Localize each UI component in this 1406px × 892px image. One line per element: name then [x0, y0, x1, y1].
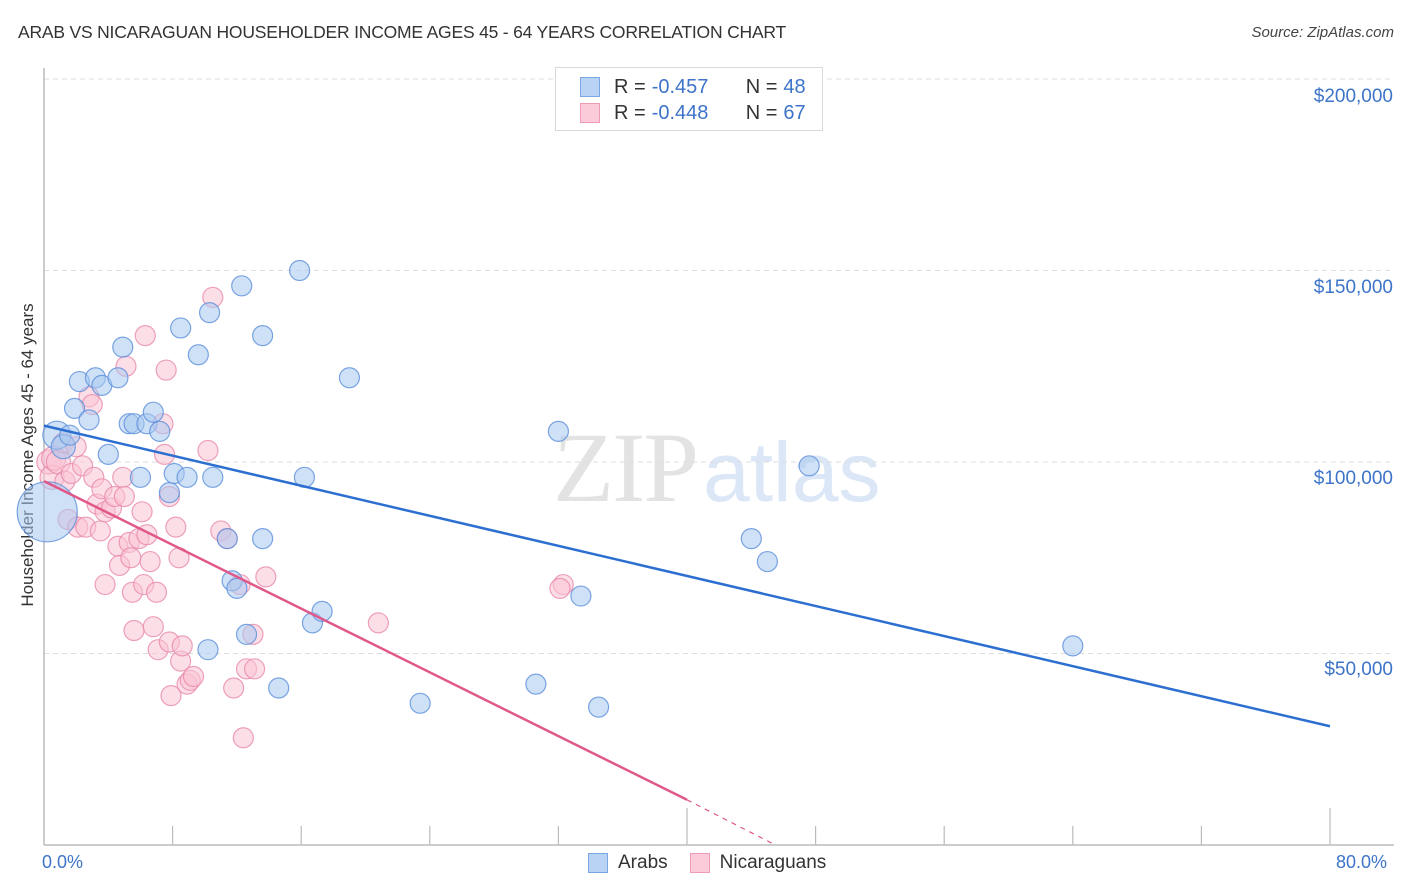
data-point: [78, 409, 100, 431]
data-point: [123, 619, 145, 642]
data-point: [235, 623, 258, 645]
stats-legend: R = -0.457 N = 48 R = -0.448 N = 67: [555, 67, 823, 131]
data-point: [16, 481, 78, 543]
data-point: [94, 573, 116, 596]
chart-title: ARAB VS NICARAGUAN HOUSEHOLDER INCOME AG…: [18, 22, 787, 42]
arabs-swatch: [580, 77, 600, 97]
data-point: [112, 336, 134, 358]
data-point: [226, 577, 248, 599]
nicaraguans-n-value: 67: [783, 101, 806, 124]
data-point: [367, 612, 389, 634]
y-tick-100k: $100,000: [1313, 468, 1393, 489]
stats-row-arabs: R = -0.457 N = 48: [580, 75, 806, 99]
x-tick-max: 80.0%: [1336, 852, 1388, 872]
series-legend: Arabs Nicaraguans: [588, 852, 848, 874]
data-point: [409, 692, 431, 714]
arabs-n-value: 48: [783, 75, 806, 98]
data-point: [142, 616, 164, 638]
data-point: [97, 443, 119, 465]
data-point: [170, 317, 192, 339]
data-point: [798, 455, 820, 477]
data-point: [216, 527, 238, 550]
data-point: [63, 397, 86, 419]
y-tick-200k: $200,000: [1313, 86, 1393, 107]
arabs-r-value: -0.457: [651, 75, 709, 98]
legend-label-arabs: Arabs: [618, 852, 668, 873]
data-point: [160, 685, 182, 707]
n-label: N =: [745, 75, 778, 98]
trend-lines: [43, 424, 1331, 846]
data-point: [120, 547, 142, 569]
data-point: [142, 401, 164, 423]
n-label: N =: [745, 101, 778, 124]
data-point: [158, 482, 180, 504]
data-point: [155, 359, 177, 381]
data-point: [139, 550, 161, 573]
data-point: [547, 420, 570, 442]
data-point: [176, 466, 198, 488]
nicaraguans-points: [36, 286, 574, 749]
data-point: [187, 344, 209, 366]
nicaraguans-trend-line: [43, 480, 688, 801]
data-point: [740, 527, 762, 550]
data-point: [338, 367, 361, 389]
data-point: [131, 501, 153, 523]
data-point: [587, 696, 610, 718]
data-point: [525, 673, 547, 695]
nicaraguans-trend-extension: [686, 799, 776, 846]
y-tick-50k: $50,000: [1324, 659, 1393, 680]
data-point: [198, 302, 221, 324]
nicaraguans-swatch: [580, 103, 600, 123]
data-point: [756, 550, 778, 573]
data-point: [197, 439, 219, 462]
data-point: [149, 420, 171, 442]
data-point: [197, 639, 219, 661]
r-label: R =: [614, 75, 646, 98]
data-point: [165, 516, 187, 538]
data-point: [549, 577, 571, 599]
arabs-points: [16, 259, 1084, 718]
data-point: [89, 520, 111, 542]
data-point: [59, 424, 81, 446]
data-point: [252, 325, 274, 347]
data-point: [113, 485, 135, 508]
arabs-trend-line: [43, 424, 1331, 728]
data-point: [268, 677, 290, 699]
data-point: [129, 466, 152, 488]
gridlines: [44, 78, 1394, 654]
stats-row-nicaraguans: R = -0.448 N = 67: [580, 101, 806, 125]
r-label: R =: [614, 101, 646, 124]
data-point: [145, 581, 168, 603]
data-point: [112, 466, 134, 488]
y-tick-150k: $150,000: [1313, 277, 1393, 298]
data-point: [231, 275, 253, 297]
source-label: Source: ZipAtlas.com: [1251, 24, 1394, 41]
legend-item-arabs[interactable]: Arabs: [588, 852, 668, 874]
data-point: [243, 658, 266, 680]
data-point: [171, 635, 193, 657]
data-point: [134, 325, 156, 347]
legend-label-nicaraguans: Nicaraguans: [719, 852, 827, 873]
data-point: [288, 259, 311, 282]
data-point: [232, 727, 254, 749]
data-point: [202, 466, 224, 488]
data-point: [570, 585, 592, 607]
nicaraguans-swatch: [689, 853, 710, 873]
data-point: [1062, 635, 1084, 657]
data-point: [252, 527, 274, 550]
x-tick-min: 0.0%: [42, 852, 84, 872]
nicaraguans-r-value: -0.448: [651, 101, 709, 124]
data-point: [107, 367, 129, 389]
data-point: [223, 677, 245, 699]
data-point: [182, 665, 205, 688]
arabs-swatch: [588, 853, 608, 873]
data-point: [255, 566, 277, 588]
legend-item-nicaraguans[interactable]: Nicaraguans: [689, 852, 827, 874]
